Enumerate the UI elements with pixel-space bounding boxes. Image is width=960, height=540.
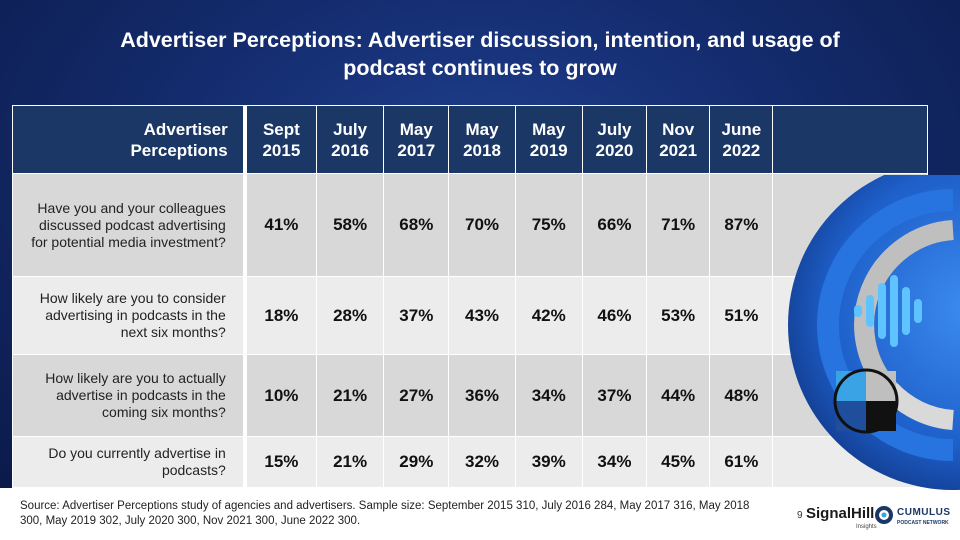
cell-value: 37% bbox=[383, 276, 450, 355]
column-header: May 2019 bbox=[514, 105, 583, 174]
header-blank-cell bbox=[772, 105, 928, 174]
cell-value: 29% bbox=[383, 436, 450, 488]
source-note: Source: Advertiser Perceptions study of … bbox=[20, 500, 750, 527]
signalhill-logo: SignalHill bbox=[806, 505, 875, 522]
row-question: Do you currently advertise in podcasts? bbox=[12, 436, 247, 488]
cell-value: 28% bbox=[315, 276, 385, 355]
cell-value: 45% bbox=[646, 436, 711, 488]
cell-value: 37% bbox=[581, 354, 648, 437]
row-question: How likely are you to consider advertisi… bbox=[12, 276, 247, 355]
cell-value: 15% bbox=[245, 436, 317, 488]
cell-value: 53% bbox=[646, 276, 711, 355]
cell-value: 34% bbox=[514, 354, 583, 437]
column-header: May 2017 bbox=[383, 105, 450, 174]
podcast-logo-icon bbox=[788, 175, 960, 490]
cumulus-logo: CUMULUS bbox=[897, 507, 951, 518]
cumulus-logo-sub: PODCAST NETWORK bbox=[897, 520, 949, 526]
column-header: May 2018 bbox=[448, 105, 516, 174]
cell-value: 43% bbox=[448, 276, 516, 355]
cell-value: 44% bbox=[646, 354, 711, 437]
cell-value: 58% bbox=[315, 173, 385, 277]
cell-value: 46% bbox=[581, 276, 648, 355]
cell-value: 27% bbox=[383, 354, 450, 437]
cell-value: 21% bbox=[315, 354, 385, 437]
cell-value: 71% bbox=[646, 173, 711, 277]
cell-value: 39% bbox=[514, 436, 583, 488]
cell-value: 68% bbox=[383, 173, 450, 277]
cell-value: 32% bbox=[448, 436, 516, 488]
column-header: July 2020 bbox=[581, 105, 648, 174]
cell-value: 34% bbox=[581, 436, 648, 488]
row-question: How likely are you to actually advertise… bbox=[12, 354, 247, 437]
column-header: Nov 2021 bbox=[646, 105, 711, 174]
header-label: Advertiser Perceptions bbox=[12, 105, 247, 174]
cell-value: 41% bbox=[245, 173, 317, 277]
cell-value: 66% bbox=[581, 173, 648, 277]
table-row: How likely are you to actually advertise… bbox=[12, 354, 928, 437]
table-header-row: Advertiser Perceptions Sept 2015 July 2016 … bbox=[12, 105, 928, 174]
cumulus-icon bbox=[875, 506, 893, 524]
cell-value: 87% bbox=[709, 173, 774, 277]
cell-value: 75% bbox=[514, 173, 583, 277]
row-question: Have you and your colleagues discussed p… bbox=[12, 173, 247, 277]
column-header: June 2022 bbox=[709, 105, 774, 174]
page-number: 9 bbox=[797, 510, 803, 521]
cell-value: 70% bbox=[448, 173, 516, 277]
cell-value: 21% bbox=[315, 436, 385, 488]
cell-value: 18% bbox=[245, 276, 317, 355]
cell-value: 51% bbox=[709, 276, 774, 355]
column-divider bbox=[243, 105, 247, 488]
cell-value: 36% bbox=[448, 354, 516, 437]
cell-value: 61% bbox=[709, 436, 774, 488]
column-header: Sept 2015 bbox=[245, 105, 317, 174]
page-title: Advertiser Perceptions: Advertiser discu… bbox=[120, 28, 840, 80]
column-header: July 2016 bbox=[315, 105, 385, 174]
table-row: Do you currently advertise in podcasts? … bbox=[12, 436, 928, 488]
cell-value: 48% bbox=[709, 354, 774, 437]
cell-value: 10% bbox=[245, 354, 317, 437]
signalhill-logo-sub: Insights bbox=[856, 524, 877, 530]
cell-value: 42% bbox=[514, 276, 583, 355]
